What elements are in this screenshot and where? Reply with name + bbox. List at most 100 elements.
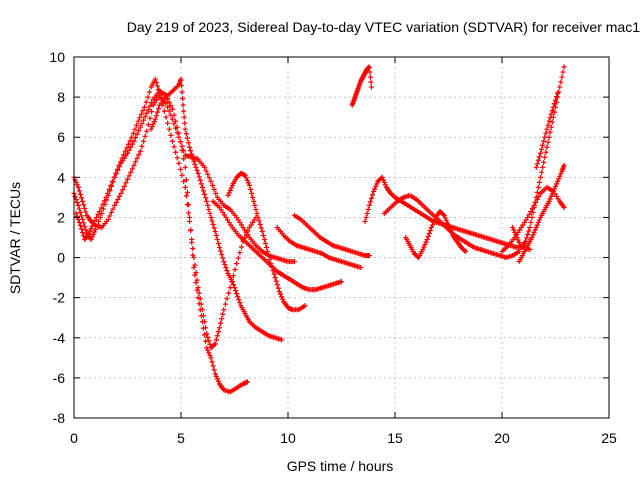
data-point [536, 154, 543, 160]
data-point [181, 178, 187, 184]
data-point [161, 108, 168, 114]
data-point [210, 363, 216, 369]
data-point [366, 202, 372, 209]
data-point [227, 187, 233, 193]
data-point [222, 301, 229, 307]
data-point [238, 244, 245, 250]
data-point [206, 175, 212, 181]
data-point [369, 192, 376, 198]
data-point [372, 186, 378, 192]
data-point [548, 111, 554, 117]
data-point [541, 138, 547, 144]
data-point [358, 264, 364, 271]
data-point [537, 150, 544, 156]
data-point [541, 159, 547, 165]
data-point [532, 227, 538, 233]
data-point [243, 175, 249, 181]
data-point [561, 204, 567, 211]
data-point [229, 279, 235, 285]
data-point [82, 223, 88, 230]
data-point [129, 166, 135, 172]
data-point [525, 214, 531, 221]
data-point [278, 337, 285, 343]
data-point [75, 202, 81, 209]
data-point [264, 244, 270, 251]
data-point [249, 190, 255, 196]
data-point [211, 186, 217, 192]
data-point [169, 106, 176, 112]
data-point [224, 296, 230, 302]
data-point [194, 287, 200, 293]
data-point [426, 230, 432, 237]
data-point [448, 227, 454, 234]
data-point [235, 294, 241, 300]
data-point [197, 177, 203, 183]
data-point [154, 83, 161, 89]
data-point [429, 222, 436, 228]
data-point [140, 117, 147, 123]
data-point [273, 278, 279, 284]
data-point [250, 194, 256, 200]
data-point [83, 209, 89, 215]
data-point [232, 288, 239, 294]
data-point [112, 202, 118, 209]
data-point [204, 331, 210, 337]
series-group [362, 174, 533, 253]
y-tick-label: -8 [53, 410, 66, 426]
data-point [166, 99, 172, 105]
data-point [150, 121, 156, 127]
data-point [525, 231, 531, 238]
data-point [116, 162, 122, 168]
data-point [555, 90, 561, 96]
data-point [194, 167, 200, 173]
data-point [103, 194, 109, 200]
data-point [108, 209, 115, 216]
data-point [428, 224, 434, 231]
data-point [135, 118, 141, 124]
data-point [182, 184, 188, 190]
data-point [181, 114, 187, 120]
data-point [165, 120, 171, 126]
data-point [237, 249, 243, 256]
data-point [277, 291, 284, 297]
data-point [543, 149, 549, 155]
data-point [105, 216, 111, 223]
data-point [206, 338, 212, 344]
data-point [222, 261, 228, 268]
data-point [204, 198, 210, 204]
data-point [105, 190, 111, 196]
data-point [196, 174, 202, 180]
data-point [373, 183, 379, 189]
data-point [548, 124, 554, 130]
data-point [278, 294, 285, 300]
data-point [136, 152, 142, 158]
y-axis-label: SDTVAR / TECUs [7, 182, 23, 294]
data-point [179, 89, 185, 95]
data-point [93, 214, 100, 221]
series-group [381, 192, 522, 261]
data-point [524, 235, 530, 241]
data-point [116, 193, 123, 199]
y-tick-labels: -8 -6 -4 -2 0 2 4 6 8 10 [49, 49, 65, 426]
data-point [176, 160, 182, 166]
data-point [123, 180, 129, 186]
data-point [179, 172, 185, 178]
data-point [72, 193, 78, 199]
data-point [542, 134, 548, 140]
data-point [528, 208, 534, 215]
data-point [534, 189, 540, 195]
data-point [149, 124, 155, 130]
data-point [531, 202, 537, 209]
data-point [367, 199, 373, 205]
data-point [121, 152, 127, 158]
data-point [254, 210, 260, 217]
data-point [244, 177, 250, 183]
data-point [449, 230, 455, 236]
data-point [211, 342, 217, 348]
data-point [536, 179, 543, 185]
data-point [379, 174, 385, 180]
data-point [558, 171, 564, 177]
data-point [95, 211, 101, 218]
data-point [177, 139, 184, 145]
data-point [203, 325, 209, 331]
